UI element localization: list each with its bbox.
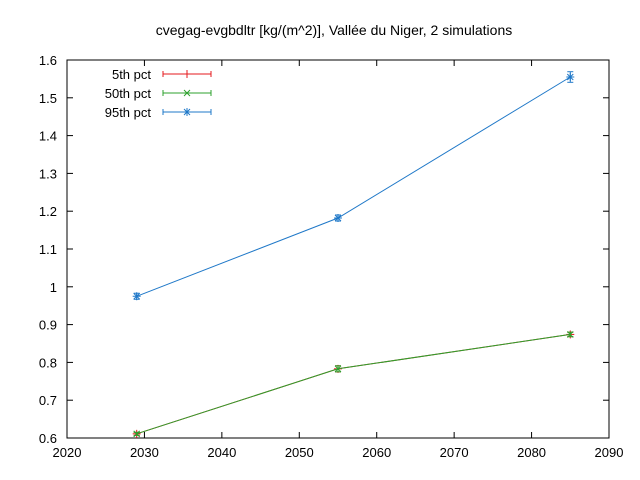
legend-label: 95th pct xyxy=(105,105,152,120)
y-tick-label: 1.6 xyxy=(39,53,57,68)
data-point-marker xyxy=(133,292,141,300)
x-tick-label: 2040 xyxy=(207,445,236,460)
y-tick-label: 0.7 xyxy=(39,393,57,408)
data-point xyxy=(566,71,575,83)
data-point-marker xyxy=(133,430,141,438)
legend-marker xyxy=(183,89,191,97)
data-point xyxy=(334,214,342,223)
series-2 xyxy=(133,331,574,438)
y-tick-label: 1 xyxy=(50,280,57,295)
data-point xyxy=(334,365,342,373)
x-tick-label: 2080 xyxy=(517,445,546,460)
axis-ticks: 2020 2030 2040 2050 2060 2070 2080 2090 0.6 0.7 0.… xyxy=(39,53,624,460)
data-point-marker xyxy=(566,73,574,81)
x-tick-label: 2030 xyxy=(130,445,159,460)
y-tick-label: 1.2 xyxy=(39,204,57,219)
chart-title: cvegag-evgbdltr [kg/(m^2)], Vallée du Ni… xyxy=(156,22,512,38)
legend-marker xyxy=(183,108,191,116)
x-tick-label: 2070 xyxy=(440,445,469,460)
y-tick-label: 1.4 xyxy=(39,129,57,144)
y-tick-label: 1.5 xyxy=(39,91,57,106)
legend-entry: 95th pct xyxy=(105,105,212,120)
legend: 5th pct 50th pct 95th pct xyxy=(105,67,212,120)
y-tick-label: 0.9 xyxy=(39,318,57,333)
legend-entry: 5th pct xyxy=(112,67,212,82)
series-3 xyxy=(132,71,575,301)
legend-entry: 50th pct xyxy=(105,86,212,101)
data-point xyxy=(566,331,574,338)
x-tick-label: 2090 xyxy=(595,445,624,460)
series-layer xyxy=(132,71,575,438)
y-tick-label: 1.3 xyxy=(39,166,57,181)
data-point-marker xyxy=(566,331,574,338)
data-point-marker xyxy=(334,365,342,373)
data-point xyxy=(132,292,141,301)
x-tick-label: 2020 xyxy=(53,445,82,460)
data-point xyxy=(133,430,141,438)
y-tick-label: 0.8 xyxy=(39,355,57,370)
data-point-marker xyxy=(334,214,342,222)
x-tick-label: 2050 xyxy=(285,445,314,460)
legend-label: 50th pct xyxy=(105,86,152,101)
legend-label: 5th pct xyxy=(112,67,151,82)
x-tick-label: 2060 xyxy=(362,445,391,460)
y-tick-label: 0.6 xyxy=(39,431,57,446)
y-tick-label: 1.1 xyxy=(39,242,57,257)
